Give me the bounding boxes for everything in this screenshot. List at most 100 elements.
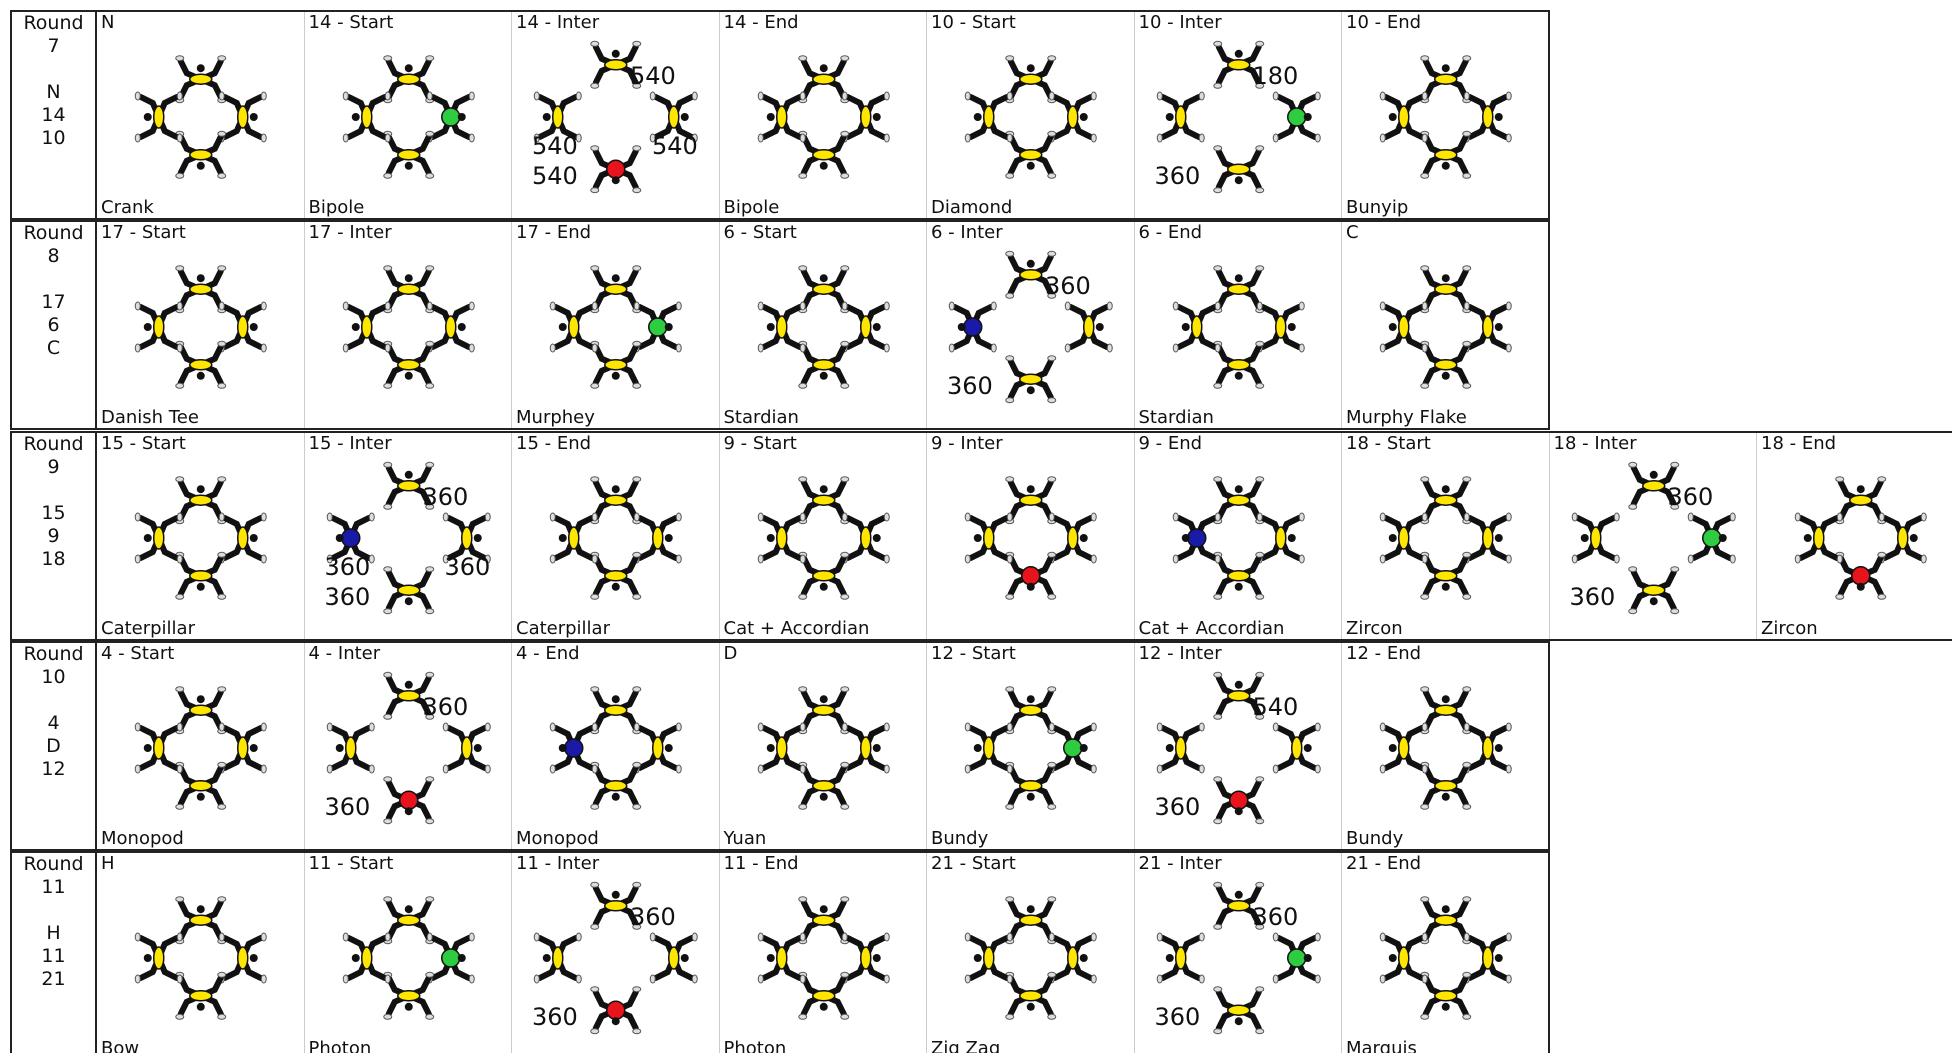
figure-part <box>342 91 391 143</box>
figure-part <box>1462 340 1472 347</box>
figure-part <box>368 554 375 564</box>
figure-part <box>1079 113 1088 121</box>
formation-figure <box>1379 686 1512 810</box>
figure-part <box>217 551 227 558</box>
figure-part <box>176 301 183 311</box>
figure-part <box>368 512 375 522</box>
figure-part <box>189 570 213 582</box>
figure-part <box>757 764 764 774</box>
figure-part <box>1494 744 1503 752</box>
figure-part <box>424 503 434 510</box>
figure-part <box>404 274 413 283</box>
formation-cell: 15 - End Caterpillar <box>512 433 720 639</box>
figure-part <box>1006 91 1013 101</box>
figure-part <box>1505 554 1512 564</box>
figure-part <box>675 343 682 353</box>
figure-part <box>1420 803 1430 810</box>
figure-part <box>1421 133 1428 143</box>
figure-part <box>839 803 849 810</box>
figure-part <box>633 512 682 564</box>
figure-part <box>1462 55 1472 62</box>
figure-part <box>176 932 183 942</box>
figure-part <box>1878 512 1927 564</box>
figure-part <box>1198 764 1205 774</box>
figure-part <box>819 792 828 801</box>
figure-part <box>632 382 642 389</box>
figure-part <box>964 932 971 942</box>
figure-part <box>1005 476 1057 525</box>
figure-part <box>404 470 413 479</box>
figure-part <box>1287 534 1296 542</box>
formation-name: Stardian <box>1138 407 1214 428</box>
figure-part <box>404 371 413 380</box>
figure-part <box>153 736 165 760</box>
figure-part <box>1379 722 1386 732</box>
figure-part <box>1420 686 1430 693</box>
figure-part <box>134 91 183 143</box>
figure-part <box>175 265 185 272</box>
figure-part <box>1048 932 1055 942</box>
figure-part <box>948 301 997 353</box>
figure-part <box>1462 896 1472 903</box>
figure-part <box>591 343 598 353</box>
cell-label: C <box>1346 222 1359 243</box>
figure-part <box>1718 534 1727 542</box>
figure-part <box>1181 323 1190 331</box>
figure-part <box>652 526 664 550</box>
figure-part <box>1005 476 1015 483</box>
figure-part <box>1214 343 1221 353</box>
formation-cell: 18 - End Zircon <box>1757 433 1952 639</box>
figure-part <box>134 343 141 353</box>
figure-part <box>1303 113 1312 121</box>
figure-part <box>549 512 556 522</box>
formation-cell: 6 - Inter 360 360 <box>927 222 1135 428</box>
figure-part <box>134 554 141 564</box>
figure-part <box>1420 265 1430 272</box>
figure-part <box>839 551 849 558</box>
figure-part <box>382 608 392 615</box>
figure-part <box>632 923 642 930</box>
figure-part <box>1006 974 1013 984</box>
cell-label: 10 - Start <box>931 12 1016 33</box>
figure-part <box>260 722 267 732</box>
figure-part <box>1063 738 1083 758</box>
figure-part <box>260 343 267 353</box>
formation-name: Monopod <box>516 828 599 849</box>
figure-part <box>859 736 871 760</box>
figure-part <box>1212 40 1222 47</box>
figure-part <box>766 954 775 962</box>
figure-part <box>384 133 391 143</box>
figure-part <box>1005 250 1015 257</box>
formation-cell: 11 - Inter 360 360 <box>512 853 720 1053</box>
formation-name: Yuan <box>723 828 767 849</box>
figure-part <box>1005 355 1057 404</box>
figure-part <box>1228 790 1248 810</box>
figure-part <box>766 323 775 331</box>
figure-part <box>396 914 420 926</box>
figure-part <box>883 343 890 353</box>
figure-part <box>1441 1002 1450 1011</box>
figure-part <box>1079 534 1088 542</box>
figure-part <box>675 554 682 564</box>
formation-figure <box>757 686 890 810</box>
figure-part <box>1434 570 1458 582</box>
figure-part <box>217 1013 227 1020</box>
figure-part <box>1156 974 1163 984</box>
cell-label: 12 - End <box>1346 643 1422 664</box>
figure-part <box>1441 161 1450 170</box>
figure-part <box>839 971 849 978</box>
figure-part <box>1212 986 1264 1035</box>
figure-part <box>1920 512 1927 522</box>
figure-part <box>1505 932 1512 942</box>
figure-part <box>575 932 582 942</box>
formation-figure <box>1172 476 1305 600</box>
figure-part <box>649 932 656 942</box>
figure-part <box>1286 948 1306 968</box>
figure-part <box>360 315 372 339</box>
figure-part <box>757 722 764 732</box>
figure-part <box>797 265 849 314</box>
figure-part <box>568 315 580 339</box>
figure-part <box>1067 526 1079 550</box>
figure-part <box>404 807 413 816</box>
